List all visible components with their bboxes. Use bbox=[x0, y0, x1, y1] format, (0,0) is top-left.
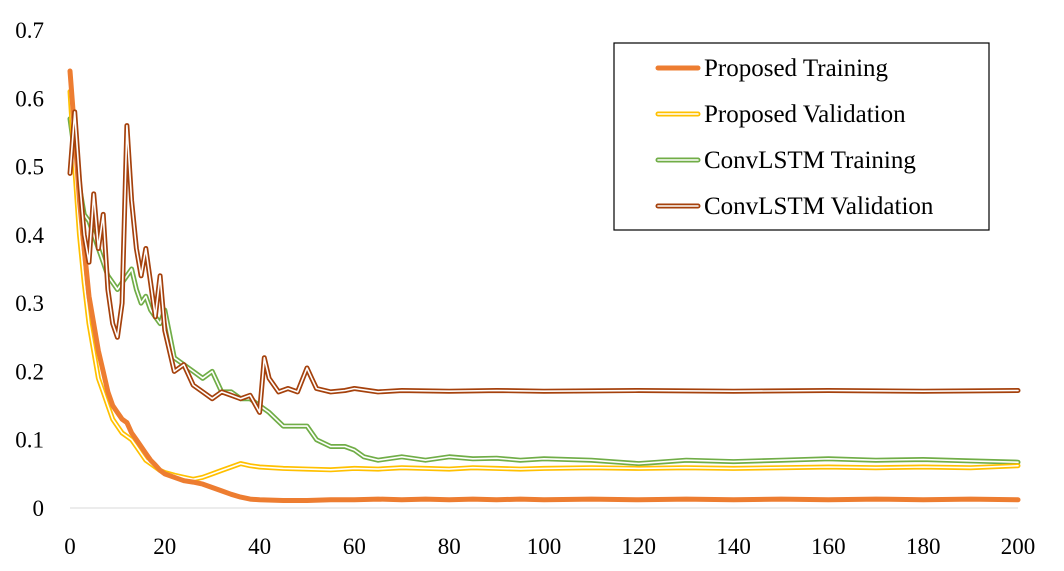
legend-item: ConvLSTM Validation bbox=[655, 193, 934, 220]
legend: Proposed Training Proposed Validation Conv… bbox=[613, 42, 990, 231]
series-1 bbox=[67, 89, 1021, 482]
legend-item: ConvLSTM Training bbox=[655, 147, 916, 174]
x-tick-label: 100 bbox=[527, 534, 562, 559]
legend-box bbox=[613, 42, 990, 231]
x-tick-label: 0 bbox=[64, 534, 76, 559]
x-tick-label: 60 bbox=[343, 534, 366, 559]
series-line bbox=[67, 68, 1021, 503]
legend-label: ConvLSTM Validation bbox=[704, 193, 934, 220]
series-line-inner bbox=[69, 90, 1019, 481]
legend-label: Proposed Training bbox=[704, 55, 889, 82]
x-tick-label: 180 bbox=[906, 534, 941, 559]
x-tick-label: 20 bbox=[153, 534, 176, 559]
legend-item: Proposed Training bbox=[655, 55, 889, 82]
y-tick-label: 0.4 bbox=[15, 223, 44, 248]
x-tick-label: 160 bbox=[811, 534, 846, 559]
legend-item: Proposed Validation bbox=[655, 101, 906, 128]
y-tick-label: 0.1 bbox=[15, 428, 44, 453]
x-tick-label: 200 bbox=[1001, 534, 1036, 559]
legend-label: Proposed Validation bbox=[704, 101, 906, 128]
y-tick-label: 0 bbox=[33, 496, 45, 521]
series-0 bbox=[67, 68, 1021, 503]
x-tick-label: 80 bbox=[438, 534, 461, 559]
x-tick-label: 120 bbox=[622, 534, 657, 559]
y-tick-label: 0.5 bbox=[15, 155, 44, 180]
series-3 bbox=[67, 109, 1021, 415]
legend-label: ConvLSTM Training bbox=[704, 147, 916, 174]
y-tick-label: 0.3 bbox=[15, 291, 44, 316]
x-tick-label: 140 bbox=[716, 534, 751, 559]
y-tick-label: 0.6 bbox=[15, 86, 44, 111]
axes: 0 20 40 60 80 100 120 140 160 180 200 0 0.1 0.2 0.3 0.4… bbox=[15, 18, 1035, 559]
x-tick-label: 40 bbox=[248, 534, 271, 559]
series-line-inner bbox=[69, 111, 1019, 414]
y-tick-label: 0.7 bbox=[15, 18, 44, 43]
series-layer bbox=[67, 68, 1021, 503]
y-tick-label: 0.2 bbox=[15, 359, 44, 384]
